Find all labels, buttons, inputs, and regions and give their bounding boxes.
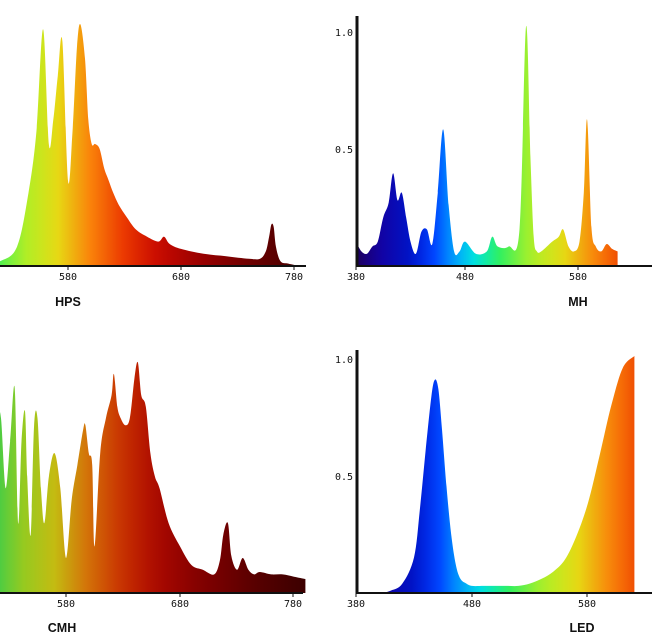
- led-spectrum-curve: [356, 356, 635, 593]
- mh-axes: [355, 16, 652, 267]
- cmh-label: CMH: [48, 621, 76, 635]
- led-label: LED: [570, 621, 595, 635]
- mh-x-tick-label: 380: [347, 272, 365, 283]
- cmh-x-tick-label: 680: [171, 599, 189, 610]
- led-y-tick-label: 0.5: [335, 472, 353, 483]
- cmh-spectrum-curve: [0, 361, 306, 593]
- cmh-spectrum-area: [0, 361, 306, 593]
- led-x-tick-label: 380: [347, 599, 365, 610]
- mh-spectrum-panel: 380 480 580 0.5 1.0 MH: [335, 16, 652, 309]
- led-spectrum-area: [356, 356, 635, 593]
- cmh-spectrum-panel: 580 680 780 CMH: [0, 361, 306, 635]
- mh-x-tick-label: 580: [569, 272, 587, 283]
- cmh-tick-labels: 580 680 780: [57, 593, 302, 610]
- hps-spectrum-panel: 580 680 780 HPS: [0, 24, 306, 309]
- mh-tick-labels: 380 480 580 0.5 1.0: [335, 28, 587, 283]
- mh-y-tick-label: 1.0: [335, 28, 353, 39]
- mh-y-tick-label: 0.5: [335, 145, 353, 156]
- hps-spectrum-curve: [0, 24, 300, 266]
- hps-tick-labels: 580 680 780: [59, 266, 303, 283]
- mh-spectrum-area: [356, 25, 618, 267]
- led-x-tick-label: 580: [578, 599, 596, 610]
- hps-x-tick-label: 780: [285, 272, 303, 283]
- led-spectrum-panel: 380 480 580 0.5 1.0 LED: [335, 350, 652, 635]
- mh-label: MH: [568, 295, 587, 309]
- led-axes: [355, 350, 652, 594]
- led-tick-labels: 380 480 580 0.5 1.0: [335, 355, 596, 610]
- cmh-x-tick-label: 780: [284, 599, 302, 610]
- mh-x-tick-label: 480: [456, 272, 474, 283]
- hps-x-tick-label: 680: [172, 272, 190, 283]
- hps-x-tick-label: 580: [59, 272, 77, 283]
- mh-spectrum-curve: [356, 25, 618, 267]
- hps-label: HPS: [55, 295, 81, 309]
- led-x-tick-label: 480: [463, 599, 481, 610]
- hps-spectrum-area: [0, 24, 300, 266]
- led-y-tick-label: 1.0: [335, 355, 353, 366]
- cmh-x-tick-label: 580: [57, 599, 75, 610]
